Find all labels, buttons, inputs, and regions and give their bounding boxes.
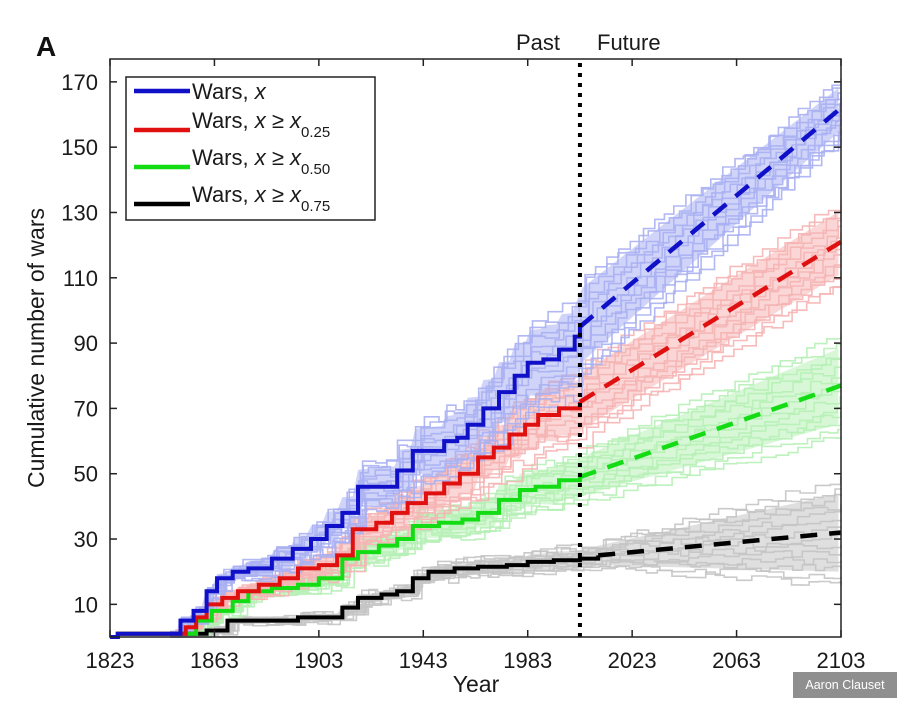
legend-box: [125, 76, 376, 221]
legend-label-0: Wars, x: [192, 79, 267, 104]
y-tick-label: 30: [74, 527, 98, 552]
x-axis-title: Year: [453, 671, 500, 697]
panel-label: A: [36, 31, 56, 62]
legend: Wars, x Wars, x ≥ x0.25 Wars, x ≥ x0.50 War…: [125, 76, 376, 221]
x-tick-label: 1863: [190, 648, 239, 673]
y-tick-label: 170: [61, 70, 98, 95]
y-tick-label: 90: [74, 331, 98, 356]
ensemble-envelope: [175, 211, 839, 635]
x-tick-label: 1983: [503, 648, 552, 673]
x-tick-label: 1903: [294, 648, 343, 673]
legend-label-3: Wars, x ≥ x0.75: [192, 182, 330, 215]
x-tick-label: 2063: [712, 648, 761, 673]
ensemble-envelope: [170, 87, 839, 635]
series-lines: [110, 106, 843, 639]
observed-line-2: [110, 476, 582, 639]
future-label: Future: [597, 30, 661, 55]
y-tick-label: 50: [74, 462, 98, 487]
projection-line-3: [597, 530, 842, 558]
legend-label-1: Wars, x ≥ x0.25: [192, 108, 330, 141]
x-tick-label: 1823: [86, 648, 135, 673]
legend-label-2: Wars, x ≥ x0.50: [192, 145, 330, 178]
past-label: Past: [516, 30, 560, 55]
y-tick-label: 10: [74, 592, 98, 617]
y-axis-title: Cumulative number of wars: [23, 208, 49, 488]
observed-line-0: [110, 326, 582, 639]
y-tick-label: 70: [74, 396, 98, 421]
x-tick-label: 2103: [817, 648, 866, 673]
observed-line-3: [110, 555, 601, 639]
x-tick-label: 1943: [399, 648, 448, 673]
simulation-line: [170, 137, 842, 638]
x-tick-label: 2023: [608, 648, 657, 673]
plot-frame: [109, 58, 842, 638]
y-tick-label: 130: [61, 200, 98, 225]
y-tick-label: 110: [63, 266, 98, 291]
credit-badge: Aaron Clauset: [793, 672, 897, 698]
y-tick-label: 150: [61, 135, 98, 160]
axes: 1823 1863 1903 1943 1983 2023 2063 2103 10 30 50 70…: [61, 58, 866, 673]
projection-line-1: [578, 239, 843, 404]
simulation-line: [196, 476, 842, 634]
